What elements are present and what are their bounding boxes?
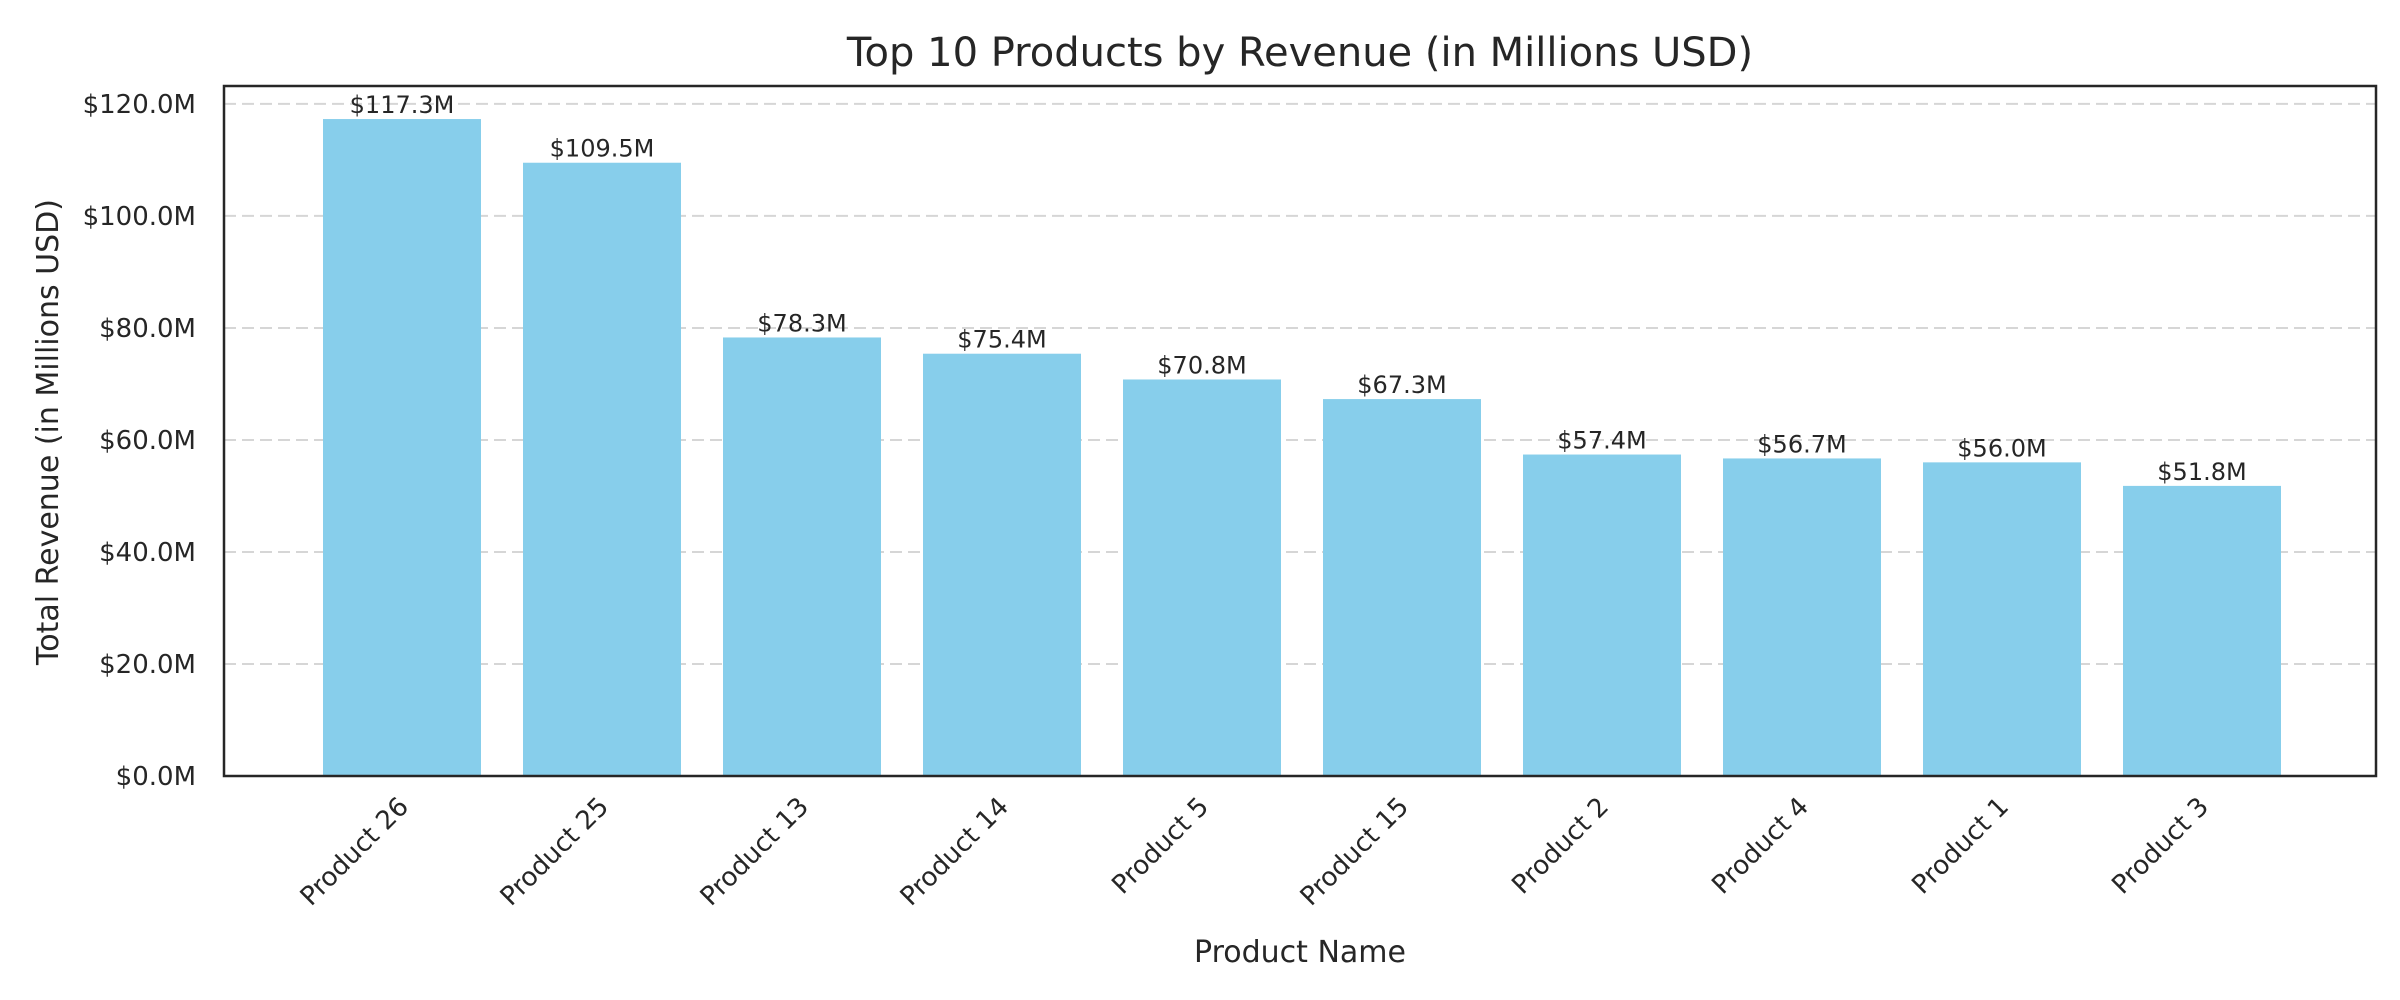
bar (923, 353, 1081, 776)
x-tick-label: Product 2 (1506, 792, 1615, 901)
y-tick-label: $20.0M (99, 650, 196, 680)
bar (723, 337, 881, 776)
data-labels: $117.3M $109.5M $78.3M $75.4M $70.8M $67.3M $5… (350, 91, 2247, 486)
x-tick-label: Product 3 (2106, 792, 2215, 901)
data-label: $57.4M (1557, 427, 1646, 455)
data-label: $56.0M (1957, 434, 2046, 462)
x-tick-label: Product 26 (295, 792, 415, 912)
x-axis-ticks: Product 26 Product 25 Product 13 Product 14… (295, 792, 2215, 912)
bar (1723, 458, 1881, 776)
y-tick-label: $0.0M (116, 762, 196, 792)
data-label: $75.4M (957, 326, 1046, 354)
data-label: $51.8M (2157, 458, 2246, 486)
y-tick-label: $80.0M (99, 314, 196, 344)
x-tick-label: Product 15 (1295, 792, 1415, 912)
bar (2123, 485, 2281, 776)
x-tick-label: Product 4 (1706, 792, 1815, 901)
y-axis-label: Total Revenue (in Millions USD) (31, 199, 66, 666)
y-tick-label: $40.0M (99, 538, 196, 568)
data-label: $109.5M (550, 135, 655, 163)
x-tick-label: Product 13 (695, 792, 815, 912)
bar (1523, 454, 1681, 776)
bar (1923, 462, 2081, 776)
plot-frame (222, 84, 2378, 778)
data-label: $117.3M (350, 91, 455, 119)
x-tick-label: Product 5 (1106, 792, 1215, 901)
data-label: $56.7M (1757, 430, 1846, 458)
y-tick-label: $120.0M (83, 90, 196, 120)
data-label: $70.8M (1157, 351, 1246, 379)
y-axis-ticks: $0.0M $20.0M $40.0M $60.0M $80.0M $100.0M $120… (83, 90, 196, 792)
x-axis-label: Product Name (1194, 935, 1406, 970)
chart-title: Top 10 Products by Revenue (in Millions … (846, 30, 1753, 76)
y-tick-label: $60.0M (99, 426, 196, 456)
data-label: $67.3M (1357, 371, 1446, 399)
y-tick-label: $100.0M (83, 202, 196, 232)
bar (323, 119, 481, 777)
data-label: $78.3M (757, 309, 846, 337)
x-tick-label: Product 14 (895, 792, 1015, 912)
x-tick-label: Product 1 (1906, 792, 2015, 901)
bar (523, 162, 681, 777)
bar (1123, 379, 1281, 776)
bar (1323, 399, 1481, 776)
bars (323, 119, 2281, 777)
x-tick-label: Product 25 (495, 792, 615, 912)
